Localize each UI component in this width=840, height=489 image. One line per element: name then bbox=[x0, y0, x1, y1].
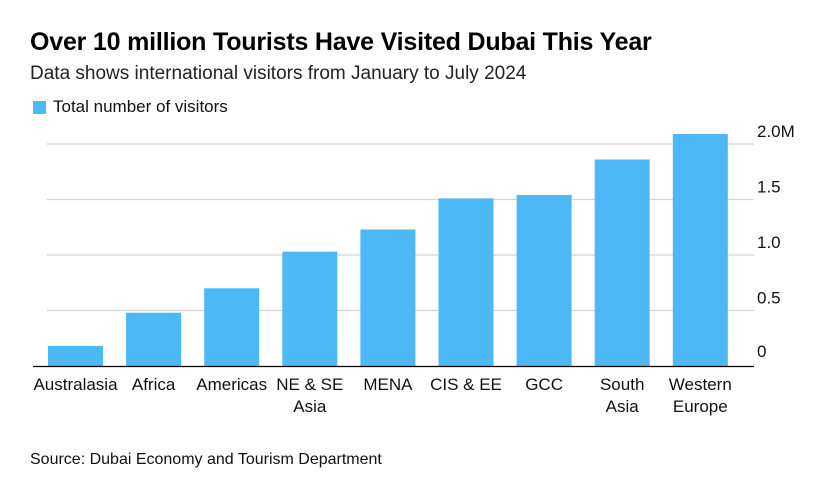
y-tick-label: 0.5 bbox=[757, 289, 781, 308]
x-tick-label: MENA bbox=[363, 375, 413, 394]
x-tick-label: NE & SE Asia bbox=[276, 375, 343, 416]
bar bbox=[48, 346, 103, 366]
bar bbox=[126, 312, 182, 366]
bar bbox=[282, 251, 338, 366]
y-tick-label: 2.0M bbox=[757, 122, 795, 141]
x-tick-label: Africa bbox=[132, 375, 176, 394]
bar bbox=[360, 229, 416, 366]
source-note: Source: Dubai Economy and Tourism Depart… bbox=[30, 451, 382, 468]
y-tick-label: 1.0 bbox=[757, 233, 781, 252]
y-tick-label: 0 bbox=[757, 342, 766, 361]
bar bbox=[438, 198, 494, 366]
x-tick-label: Australasia bbox=[33, 375, 118, 394]
bar bbox=[516, 195, 572, 366]
bar bbox=[594, 159, 650, 366]
chart-subtitle: Data shows international visitors from J… bbox=[30, 63, 527, 84]
legend-label: Total number of visitors bbox=[53, 97, 228, 116]
legend: Total number of visitors bbox=[33, 97, 228, 117]
x-tick-label: Western Europe bbox=[669, 375, 732, 416]
x-tick-label: CIS & EE bbox=[430, 375, 502, 394]
x-tick-label: Americas bbox=[196, 375, 267, 394]
bar bbox=[672, 134, 728, 366]
y-tick-label: 1.5 bbox=[757, 178, 781, 197]
x-tick-label: GCC bbox=[525, 375, 563, 394]
x-tick-label: South Asia bbox=[600, 375, 644, 416]
bar bbox=[204, 288, 260, 366]
legend-swatch bbox=[33, 100, 46, 114]
chart-title: Over 10 million Tourists Have Visited Du… bbox=[30, 28, 652, 56]
